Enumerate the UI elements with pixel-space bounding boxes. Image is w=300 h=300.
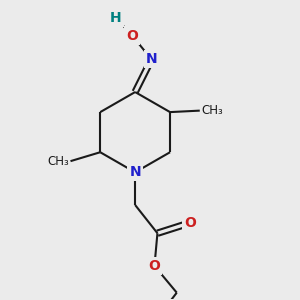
Text: N: N	[129, 165, 141, 179]
Text: O: O	[126, 28, 138, 43]
Text: O: O	[148, 259, 160, 273]
Text: O: O	[184, 216, 196, 230]
Text: H: H	[110, 11, 122, 25]
Text: N: N	[146, 52, 157, 66]
Text: CH₃: CH₃	[47, 154, 69, 168]
Text: CH₃: CH₃	[201, 104, 223, 117]
